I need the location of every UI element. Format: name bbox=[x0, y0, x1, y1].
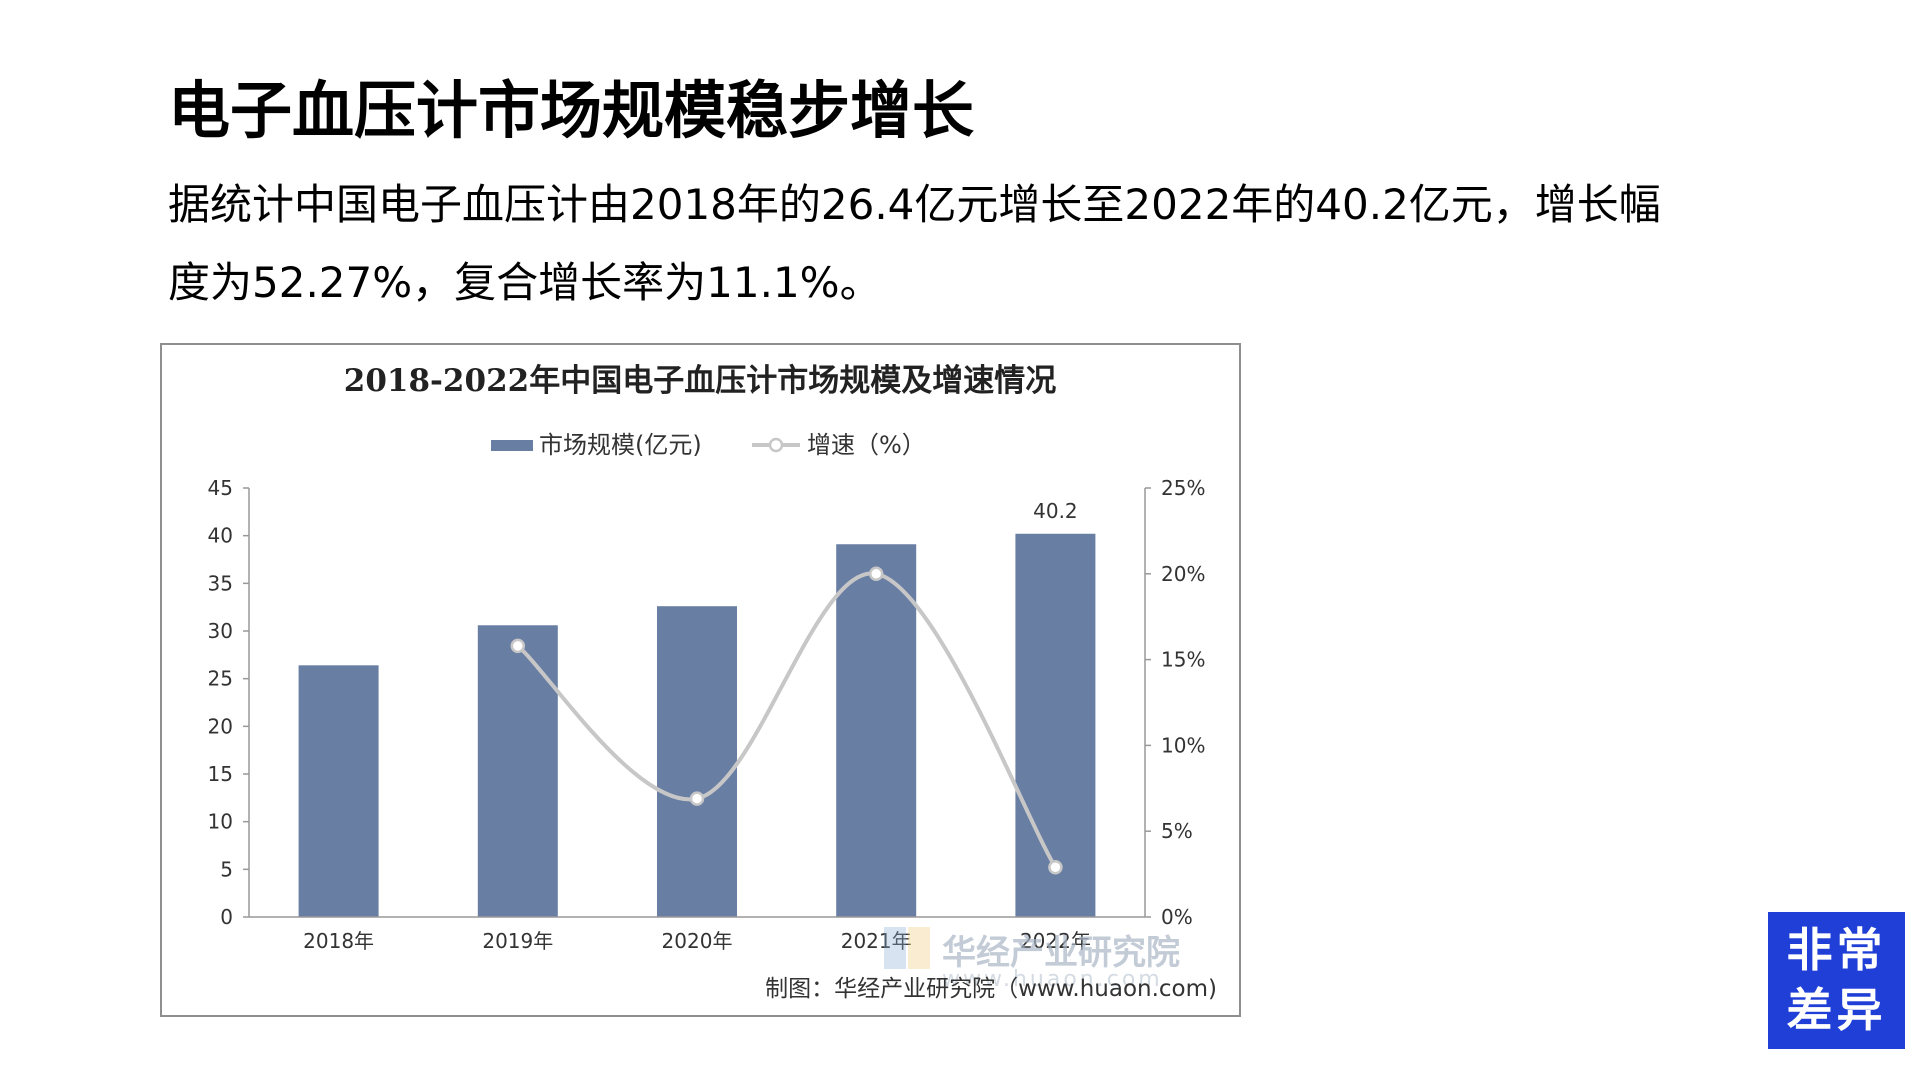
right-tick-label: 10% bbox=[1161, 733, 1205, 757]
left-tick-label: 40 bbox=[208, 524, 233, 548]
lead-line-2: 度为52.27%，复合增长率为11.1%。 bbox=[168, 258, 882, 307]
growth-rate-point bbox=[1048, 859, 1063, 875]
legend-swatch-bar bbox=[491, 440, 533, 451]
left-tick-label: 25 bbox=[208, 667, 233, 691]
legend-label-line: 增速（%） bbox=[807, 431, 926, 459]
left-tick-label: 35 bbox=[208, 571, 233, 595]
right-tick-label: 0% bbox=[1161, 905, 1193, 929]
data-label: 40.2 bbox=[1033, 499, 1078, 523]
right-tick-label: 20% bbox=[1161, 562, 1205, 586]
bar-2020年 bbox=[657, 606, 737, 917]
bar-2021年 bbox=[836, 544, 917, 917]
badge-line-2: 差异 bbox=[1786, 983, 1887, 1037]
page-headline: 电子血压计市场规模稳步增长 bbox=[168, 74, 975, 147]
left-tick-label: 30 bbox=[208, 619, 233, 643]
left-tick-label: 15 bbox=[208, 762, 233, 786]
growth-rate-point bbox=[510, 638, 526, 654]
left-tick-label: 10 bbox=[208, 810, 233, 834]
left-tick-label: 5 bbox=[220, 857, 233, 881]
corner-badge: 非常 差异 bbox=[1768, 912, 1905, 1049]
x-tick-label: 2022年 bbox=[1020, 929, 1091, 953]
chart-title: 2018-2022年中国电子血压计市场规模及增速情况 bbox=[344, 363, 1056, 399]
x-tick-label: 2018年 bbox=[303, 929, 374, 953]
legend-swatch-marker bbox=[768, 437, 784, 453]
growth-rate-point bbox=[868, 566, 884, 582]
lead-paragraph: 据统计中国电子血压计由2018年的26.4亿元增长至2022年的40.2亿元，增… bbox=[168, 166, 1728, 322]
left-tick-label: 45 bbox=[208, 476, 233, 500]
growth-rate-line bbox=[516, 571, 1058, 869]
chart-frame: 2018-2022年中国电子血压计市场规模及增速情况市场规模(亿元) 增速（%） 0… bbox=[160, 343, 1241, 1017]
left-tick-label: 20 bbox=[208, 714, 233, 738]
lead-line-1: 据统计中国电子血压计由2018年的26.4亿元增长至2022年的40.2亿元，增… bbox=[168, 180, 1661, 229]
left-tick-label: 0 bbox=[220, 905, 233, 929]
x-tick-label: 2019年 bbox=[482, 929, 553, 953]
bar-2018年 bbox=[298, 665, 379, 917]
bar-2019年 bbox=[477, 625, 558, 917]
chart-credit: 制图：华经产业研究院（www.huaon.com) bbox=[765, 976, 1217, 1002]
right-tick-label: 25% bbox=[1161, 476, 1205, 500]
x-tick-label: 2021年 bbox=[841, 929, 912, 953]
right-tick-label: 5% bbox=[1161, 819, 1193, 843]
right-tick-label: 15% bbox=[1161, 648, 1205, 672]
growth-rate-point bbox=[689, 791, 705, 806]
badge-line-1: 非常 bbox=[1786, 923, 1887, 977]
bar-2022年 bbox=[1015, 533, 1096, 917]
x-tick-label: 2020年 bbox=[662, 929, 733, 953]
legend-label-bar: 市场规模(亿元) bbox=[539, 431, 702, 459]
